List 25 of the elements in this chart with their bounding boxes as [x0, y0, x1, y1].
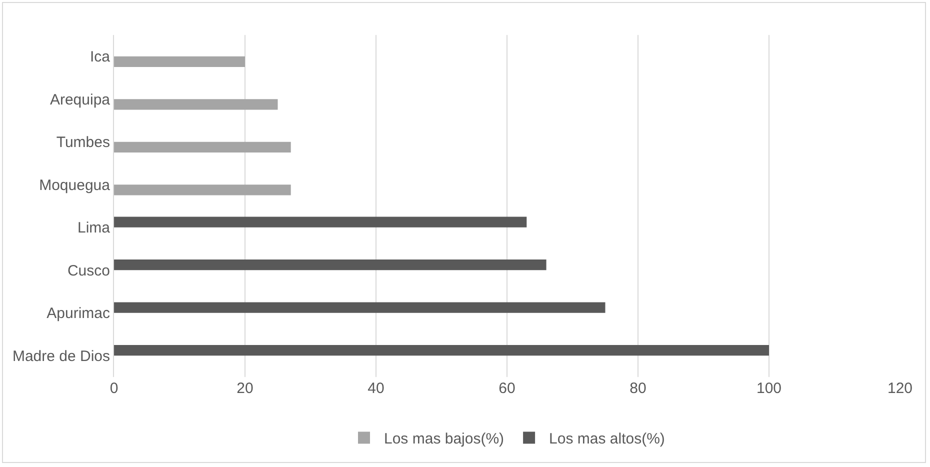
bar — [114, 184, 291, 196]
y-tick-label: Madre de Dios — [12, 348, 110, 365]
bar — [114, 56, 245, 68]
y-tick-label: Apurimac — [46, 305, 110, 322]
y-tick-label: Arequipa — [50, 91, 111, 108]
bar — [114, 344, 769, 356]
y-tick-label: Tumbes — [56, 134, 110, 152]
y-tick-label: Cusco — [67, 262, 110, 280]
bar — [114, 216, 527, 228]
x-tick-label: 100 — [756, 380, 782, 397]
x-tick-label: 80 — [630, 380, 646, 397]
y-tick-label: Lima — [77, 220, 111, 237]
x-tick-label: 120 — [887, 380, 913, 397]
bar — [114, 259, 546, 270]
bar — [114, 142, 291, 153]
y-tick-label: Ica — [90, 48, 111, 66]
x-tick-label: 40 — [368, 380, 384, 397]
bar — [114, 99, 278, 110]
legend-label: Los mas altos(%) — [549, 430, 665, 448]
y-tick-label: Moquegua — [39, 176, 111, 194]
x-tick-label: 60 — [498, 380, 516, 397]
x-tick-label: 20 — [236, 380, 254, 397]
legend-label: Los mas bajos(%) — [384, 430, 504, 448]
bar — [114, 302, 606, 313]
x-tick-label: 0 — [110, 380, 118, 397]
